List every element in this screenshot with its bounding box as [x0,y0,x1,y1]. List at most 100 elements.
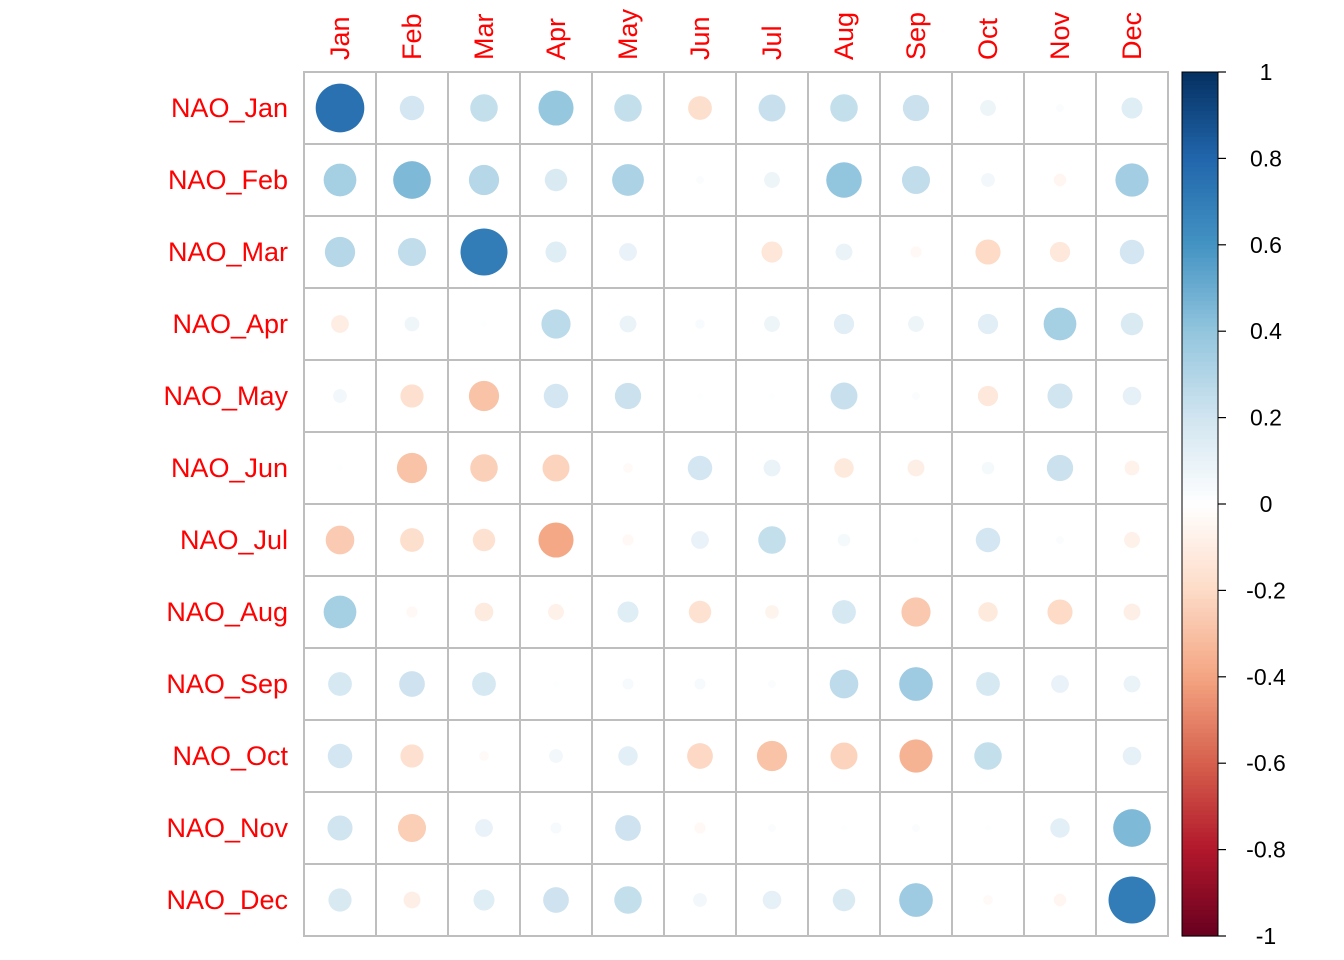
correlation-circle [977,313,999,335]
correlation-circle [983,895,993,905]
correlation-circle [976,672,1000,696]
colorbar-segment [1182,586,1218,591]
colorbar-segment [1182,590,1218,596]
colorbar-segment [1182,737,1218,743]
column-label: Sep [901,12,931,60]
colorbar-segment [1182,175,1218,181]
correlation-circle [980,100,996,116]
colorbar-segment [1182,197,1218,203]
colorbar-segment [1182,253,1218,259]
colorbar-segment [1182,551,1218,557]
correlation-circle [615,815,641,841]
correlation-circle [397,813,427,843]
correlation-circle [400,528,424,552]
correlation-circle [396,452,428,484]
colorbar-segment [1182,573,1218,579]
row-label: NAO_Nov [166,813,288,843]
correlation-circle [694,822,706,834]
correlation-circle [406,606,418,618]
colorbar-segment [1182,404,1218,410]
colorbar-segment [1182,711,1218,717]
correlation-circle [403,891,421,909]
colorbar-segment [1182,620,1218,626]
colorbar-segment [1182,344,1218,350]
colorbar-segment [1182,499,1218,505]
colorbar-segment [1182,771,1218,777]
correlation-circle [688,600,712,624]
correlation-circle [981,173,995,187]
colorbar-segment [1182,689,1218,695]
colorbar-segment [1182,668,1218,674]
colorbar-segment [1182,655,1218,661]
colorbar-segment [1182,244,1218,250]
correlation-circle [908,316,924,332]
column-labels: Jan Feb Mar Apr May Jun Jul Aug Sep Oct Nov Dec [325,8,1147,60]
colorbar-segment [1182,434,1218,440]
colorbar-segment [1182,283,1218,289]
colorbar-segment [1182,192,1218,198]
colorbar-segment [1182,478,1218,483]
cell-grid [303,71,1169,937]
colorbar-tick-label: 0.6 [1250,232,1282,258]
colorbar-segment [1182,858,1218,864]
colorbar-segment [1182,741,1218,747]
colorbar-segment [1182,391,1218,397]
colorbar-segment [1182,905,1218,911]
correlation-circle [614,382,642,410]
colorbar-segment [1182,681,1218,687]
colorbar-segment [1182,568,1218,574]
colorbar-segment [1182,897,1218,903]
colorbar-segment [1182,754,1218,760]
colorbar-segment [1182,793,1218,799]
colorbar-segment [1182,702,1218,708]
colorbar-segment [1182,205,1218,211]
colorbar-segment [1182,188,1218,194]
correlation-circle [1123,675,1141,693]
colorbar-segment [1182,180,1218,185]
row-label: NAO_Feb [168,165,288,195]
colorbar-segment [1182,184,1218,190]
correlation-circle [543,887,569,913]
colorbar-segment [1182,672,1218,678]
colorbar-segment [1182,832,1218,838]
colorbar-segment [1182,776,1218,782]
colorbar-segment [1182,167,1218,172]
correlation-circle [1047,383,1073,409]
correlation-circle [1115,163,1149,197]
correlation-circle [1122,386,1142,406]
correlation-circle [543,383,569,409]
colorbar-segment [1182,910,1218,915]
colorbar-segment [1182,292,1218,298]
colorbar-segment [1182,845,1218,851]
colorbar-segment [1182,262,1218,267]
colorbar-segment [1182,879,1218,885]
column-label: Nov [1045,11,1075,60]
correlation-circle [553,681,559,687]
correlation-circle [622,678,634,690]
colorbar-segment [1182,525,1218,531]
colorbar-segment [1182,823,1218,829]
colorbar-segment [1182,249,1218,255]
colorbar-segment [1182,577,1218,583]
colorbar-segment [1182,374,1218,380]
colorbar-segment [1182,136,1218,142]
colorbar-segment [1182,275,1218,280]
correlation-circle [694,678,706,690]
colorbar-segment [1182,642,1218,648]
colorbar-segment [1182,828,1218,833]
colorbar-segment [1182,400,1218,406]
colorbar-segment [1182,547,1218,553]
correlation-circle [328,672,352,696]
colorbar-segment [1182,396,1218,401]
colorbar-segment [1182,581,1218,587]
colorbar-segment [1182,335,1218,341]
correlation-circle [544,168,568,192]
colorbar-segment [1182,231,1218,237]
colorbar-segment [1182,93,1218,99]
colorbar-segment [1182,296,1218,302]
colorbar-tick-label: 1 [1260,59,1273,85]
colorbar-segment [1182,918,1218,924]
row-label: NAO_Jan [171,93,288,123]
colorbar-segment [1182,750,1218,756]
colorbar-segment [1182,607,1218,613]
